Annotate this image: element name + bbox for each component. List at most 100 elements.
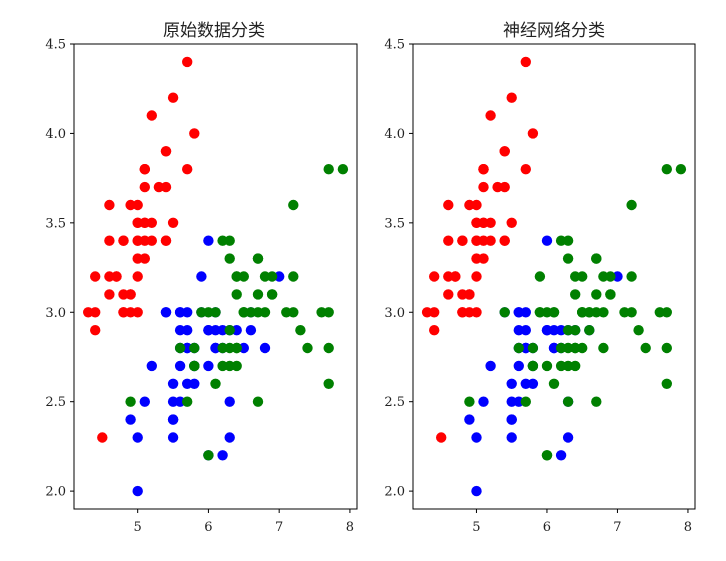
data-point: [203, 360, 214, 372]
data-point: [288, 307, 299, 318]
scatter-points: [83, 56, 349, 497]
data-point: [125, 414, 136, 425]
data-point: [323, 342, 334, 354]
data-point: [506, 217, 517, 228]
data-point: [139, 164, 150, 175]
y-tick-label: 3.0: [384, 306, 405, 321]
chart-title: 原始数据分类: [163, 21, 265, 41]
data-point: [323, 164, 334, 175]
data-point: [457, 235, 468, 246]
data-point: [464, 199, 475, 211]
x-tick-label: 6: [543, 520, 551, 535]
data-point: [591, 253, 602, 264]
data-point: [104, 289, 115, 300]
data-point: [146, 360, 157, 372]
data-point: [210, 378, 221, 389]
x-tick-label: 8: [346, 520, 354, 535]
data-point: [562, 432, 574, 443]
data-point: [189, 360, 200, 372]
subplot-original-classification: 原始数据分类 5 6 7 8 2.0 2.5 3.0 3.5 4.0 4.5: [45, 21, 358, 535]
data-point: [231, 271, 242, 282]
data-point: [471, 432, 482, 443]
data-point: [499, 235, 510, 246]
data-point: [196, 307, 207, 318]
y-tick-label: 3.0: [45, 306, 66, 321]
data-point: [196, 271, 207, 282]
data-point: [485, 360, 496, 372]
subplot-neural-network-classification: 神经网络分类 5 6 7 8 2.0 2.5 3.0 3.5 4.0 4.5: [384, 21, 696, 535]
x-tick-label: 7: [613, 520, 621, 535]
x-tick-label: 6: [204, 520, 212, 535]
data-point: [605, 289, 616, 300]
chart-title: 神经网络分类: [503, 21, 605, 41]
data-point: [626, 199, 637, 211]
data-point: [217, 360, 228, 372]
data-point: [478, 181, 489, 193]
data-point: [485, 110, 496, 121]
data-point: [189, 378, 200, 389]
data-point: [661, 378, 672, 389]
data-point: [633, 325, 644, 336]
data-point: [513, 360, 524, 372]
y-tick-label: 2.5: [384, 395, 405, 410]
data-point: [598, 271, 609, 282]
data-point: [457, 307, 468, 318]
data-point: [598, 342, 609, 354]
data-point: [224, 342, 235, 354]
data-point: [90, 271, 101, 282]
scatter-points: [421, 56, 687, 497]
data-point: [203, 450, 214, 461]
data-point: [443, 271, 454, 282]
y-axis: 2.0 2.5 3.0 3.5 4.0 4.5: [384, 38, 413, 500]
data-point: [591, 289, 602, 300]
data-point: [337, 164, 349, 175]
data-point: [541, 360, 553, 372]
data-point: [471, 271, 482, 282]
data-point: [167, 396, 179, 407]
data-point: [570, 271, 581, 282]
data-point: [217, 235, 228, 246]
y-tick-label: 2.0: [384, 485, 405, 500]
data-point: [661, 342, 672, 354]
data-point: [104, 271, 115, 282]
data-point: [90, 307, 101, 318]
data-point: [555, 360, 567, 372]
y-tick-label: 4.0: [45, 127, 66, 142]
data-point: [125, 289, 136, 300]
data-point: [520, 325, 531, 336]
data-point: [167, 378, 179, 389]
data-point: [548, 378, 560, 389]
data-point: [160, 307, 172, 318]
data-point: [182, 164, 193, 175]
data-point: [464, 289, 475, 300]
data-point: [541, 235, 553, 246]
data-point: [555, 235, 567, 246]
data-point: [570, 289, 581, 300]
data-point: [527, 378, 539, 389]
x-axis: 5 6 7 8: [472, 509, 692, 535]
data-point: [97, 432, 108, 443]
y-axis: 2.0 2.5 3.0 3.5 4.0 4.5: [45, 38, 74, 500]
data-point: [520, 164, 531, 175]
data-point: [266, 289, 278, 300]
data-point: [506, 378, 517, 389]
x-tick-label: 8: [684, 520, 692, 535]
data-point: [478, 396, 489, 407]
data-point: [118, 307, 129, 318]
data-point: [203, 325, 214, 336]
data-point: [323, 307, 334, 318]
data-point: [182, 325, 193, 336]
data-point: [160, 146, 172, 157]
data-point: [139, 181, 150, 193]
data-point: [513, 342, 524, 354]
data-point: [252, 396, 264, 407]
data-point: [132, 485, 143, 497]
data-point: [436, 432, 447, 443]
data-point: [259, 271, 271, 282]
data-point: [626, 271, 637, 282]
data-point: [167, 432, 179, 443]
data-point: [591, 396, 602, 407]
data-point: [125, 199, 136, 211]
data-point: [443, 235, 454, 246]
